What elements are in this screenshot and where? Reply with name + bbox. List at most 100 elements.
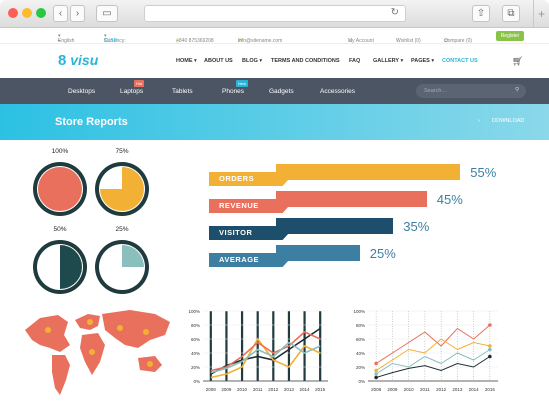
y-tick-label: 100% (353, 309, 365, 314)
nav-item-contact[interactable]: CONTACT US (442, 58, 478, 64)
category-tablets[interactable]: Tablets (172, 88, 193, 95)
user-icon: ☺ (348, 38, 354, 44)
close-window-button[interactable] (8, 8, 18, 18)
x-tick-label: 2015 (485, 387, 496, 392)
y-tick-label: 40% (191, 351, 200, 356)
reload-icon[interactable]: ↻ (390, 7, 399, 18)
category-desktops[interactable]: Desktops (68, 88, 96, 95)
series-line (210, 331, 321, 372)
map-marker-icon[interactable] (143, 329, 149, 335)
stat-bar-label: ORDERS (209, 172, 289, 186)
stat-bar (276, 218, 394, 234)
world-map-continents (25, 310, 170, 395)
map-marker-icon[interactable] (45, 327, 51, 333)
maximize-window-button[interactable] (36, 8, 46, 18)
x-tick-label: 2011 (253, 387, 263, 392)
y-tick-label: 0% (193, 379, 200, 384)
nav-item-about[interactable]: ABOUT US (204, 58, 233, 64)
chevron-left-icon: ‹ (58, 8, 63, 19)
pie-slice (60, 245, 82, 289)
line-chart-1: 100% 80% 60% 40% 20% 0% 2008 2009 2010 2011 2012 20… (188, 309, 328, 392)
y-tick-label: 20% (356, 365, 365, 370)
data-point (488, 344, 492, 348)
x-tick-label: 2009 (221, 387, 232, 392)
phone-number: +840 875369208 (176, 38, 214, 44)
nav-item-terms[interactable]: TERMS AND CONDITIONS (271, 58, 340, 64)
category-gadgets[interactable]: Gadgets (269, 88, 294, 95)
nav-item-home[interactable]: HOME ▾ (176, 58, 197, 64)
pie-percent-label: 25% (115, 226, 129, 233)
sidebar-toggle-button[interactable]: ▭ (96, 5, 118, 22)
data-point (374, 372, 378, 376)
pie-slice (122, 245, 144, 267)
address-bar[interactable]: ↻ (144, 5, 406, 22)
y-tick-label: 60% (191, 337, 200, 342)
nav-item-blog[interactable]: BLOG ▾ (242, 58, 263, 64)
map-marker-icon[interactable] (89, 349, 95, 355)
data-point (488, 323, 492, 327)
download-arrow-icon: › (478, 118, 480, 124)
phone-icon: ▯ (176, 38, 179, 44)
x-tick-label: 2013 (284, 387, 295, 392)
language-selector[interactable]: ▪ English ▾ (58, 33, 75, 44)
x-tick-label: 2012 (436, 387, 447, 392)
forward-button[interactable]: › (70, 5, 85, 22)
my-account-label: My Account (348, 38, 374, 44)
category-accessories[interactable]: Accessories (320, 88, 356, 95)
map-markers (45, 319, 153, 367)
nav-item-pages[interactable]: PAGES ▾ (411, 58, 435, 64)
map-marker-icon[interactable] (117, 325, 123, 331)
stat-bar (276, 191, 427, 207)
pie-chart (33, 162, 87, 216)
pie-chart (95, 240, 149, 294)
chevron-right-icon: › (75, 8, 80, 19)
wishlist-label: Wishlist (0) (396, 38, 421, 44)
compare-icon: ⇄ (444, 38, 449, 44)
logo-text: visu (70, 52, 99, 68)
pie-percent-label: 75% (115, 148, 129, 155)
series-line (210, 337, 321, 379)
stat-bar (276, 164, 461, 180)
x-tick-label: 2009 (387, 387, 398, 392)
pie-percent-label: 50% (53, 226, 67, 233)
stat-bar-label: AVERAGE (209, 253, 289, 267)
nav-item-faq[interactable]: FAQ (349, 58, 361, 64)
stat-bar-percent: 45% (436, 192, 463, 207)
series-line (375, 349, 491, 375)
back-button[interactable]: ‹ (53, 5, 68, 22)
main-navigation: 8 visu HOME ▾ ABOUT US BLOG ▾ TERMS AND … (0, 44, 549, 78)
data-point (488, 354, 492, 359)
x-tick-label: 2013 (452, 387, 463, 392)
search-input[interactable]: Search... ⚲ (416, 84, 526, 98)
y-tick-label: 60% (356, 337, 365, 342)
x-tick-label: 2008 (206, 387, 217, 392)
category-phones[interactable]: Phones New (222, 80, 249, 95)
share-button[interactable]: ⇧ (472, 5, 490, 22)
new-tab-button[interactable]: + (533, 0, 549, 28)
sidebar-icon: ▭ (102, 8, 112, 19)
nav-item-label: BLOG (242, 58, 258, 64)
map-marker-icon[interactable] (87, 319, 93, 325)
pie-slice (38, 167, 82, 211)
category-label: Phones (222, 88, 245, 95)
register-button[interactable]: Register (496, 31, 524, 41)
tabs-icon: ⧉ (507, 8, 515, 19)
map-marker-icon[interactable] (147, 361, 153, 367)
currency-label: Currency: (104, 38, 126, 44)
site-logo[interactable]: 8 visu (58, 52, 98, 69)
currency-value: $USD (104, 38, 118, 44)
download-link[interactable]: DOWNLOAD (492, 118, 525, 124)
plus-icon: + (537, 7, 545, 21)
nav-item-label: GALLERY (373, 58, 399, 64)
minimize-window-button[interactable] (22, 8, 32, 18)
category-laptops[interactable]: Laptops Hot (120, 80, 145, 95)
series-line (375, 356, 491, 378)
currency-selector[interactable]: Currency: $USD ▾ (104, 33, 126, 44)
y-tick-label: 40% (356, 351, 365, 356)
page-title: Store Reports (55, 116, 128, 128)
cart-icon[interactable]: 🛒︎ (512, 56, 524, 66)
tabs-overview-button[interactable]: ⧉ (502, 5, 520, 22)
stat-bar-percent: 35% (403, 219, 430, 234)
nav-item-gallery[interactable]: GALLERY ▾ (373, 58, 404, 64)
nav-item-label: HOME (176, 58, 193, 64)
